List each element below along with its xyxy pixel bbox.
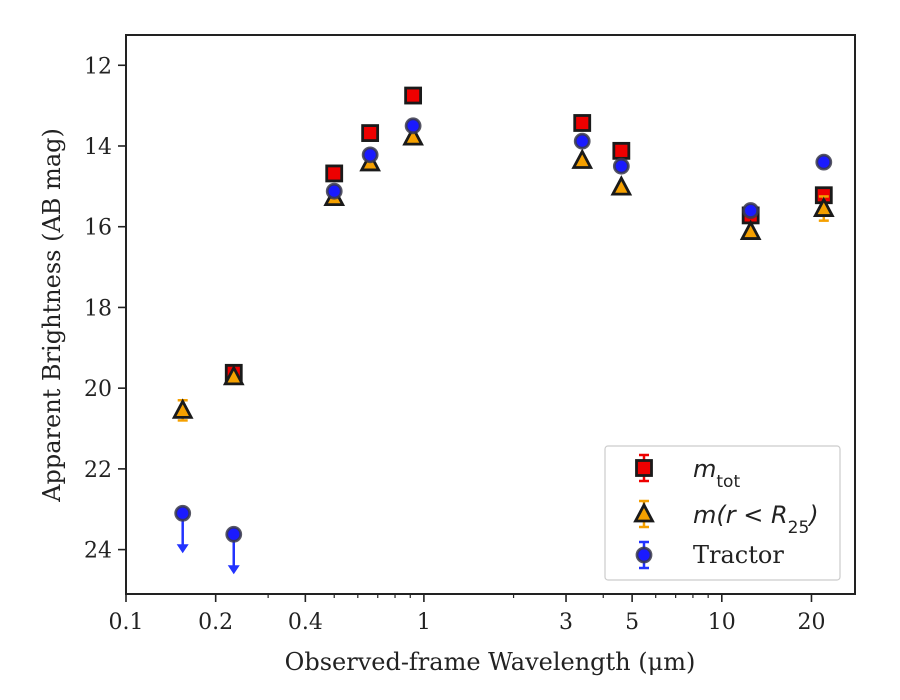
upper-limit-arrow-head	[227, 565, 240, 575]
x-axis-label: Observed-frame Wavelength (μm)	[285, 648, 696, 676]
x-tick-label: 0.4	[288, 610, 323, 635]
triangle-marker	[222, 364, 245, 386]
y-tick-label: 14	[84, 135, 112, 160]
triangle-marker	[739, 219, 762, 240]
data-point	[174, 504, 192, 554]
x-tick-label: 0.2	[198, 610, 233, 635]
legend: mtot m(r < R25) Tractor	[604, 445, 841, 581]
square-marker	[635, 459, 653, 477]
square-marker	[612, 141, 631, 160]
legend-entry: m(r < R25)	[633, 499, 819, 538]
y-tick-label: 16	[84, 216, 112, 241]
x-tick-label: 1	[417, 610, 431, 635]
series-square	[224, 86, 833, 382]
square-marker	[573, 114, 592, 132]
circle-marker	[361, 146, 379, 164]
upper-limit-arrow-head	[176, 544, 189, 554]
data-point	[361, 124, 380, 142]
square-marker	[404, 86, 423, 105]
x-tick-label: 5	[625, 610, 639, 635]
circle-marker	[404, 117, 422, 135]
data-point	[361, 146, 379, 164]
data-point	[325, 164, 344, 183]
data-marks	[171, 86, 835, 575]
legend-entry: mtot	[635, 453, 740, 492]
data-point	[171, 398, 194, 422]
y-tick-label: 20	[84, 377, 112, 402]
y-tick-label: 18	[84, 296, 112, 321]
series-triangle	[171, 125, 835, 422]
legend-label: m(r < R25)	[693, 501, 819, 538]
legend-label: mtot	[693, 455, 740, 492]
y-tick-label: 24	[84, 539, 112, 564]
square-marker	[325, 164, 344, 183]
triangle-marker	[571, 148, 594, 169]
circle-marker	[573, 132, 591, 150]
series-circle	[174, 117, 833, 575]
data-point	[222, 364, 245, 386]
triangle-marker	[171, 398, 194, 419]
triangle-marker	[633, 502, 655, 523]
circle-marker	[635, 546, 653, 564]
data-point	[742, 202, 760, 219]
legend-label: Tractor	[693, 541, 784, 569]
triangle-marker	[812, 196, 835, 217]
x-tick-label: 10	[708, 610, 736, 635]
circle-marker	[742, 202, 760, 219]
circle-marker	[815, 153, 833, 171]
circle-marker	[225, 525, 243, 543]
square-marker	[361, 124, 380, 142]
data-point	[610, 175, 633, 196]
data-point	[573, 114, 592, 132]
y-tick-label: 22	[84, 458, 112, 483]
circle-marker	[174, 504, 192, 522]
data-point	[739, 219, 762, 240]
circle-marker	[325, 182, 343, 200]
circle-marker	[612, 157, 630, 175]
data-point	[815, 153, 833, 171]
data-point	[404, 86, 423, 105]
data-point	[402, 125, 424, 146]
y-axis-ticks: 12 14 16 18 20 22 24	[84, 54, 126, 564]
legend-entry: Tractor	[635, 540, 784, 570]
x-tick-label: 0.1	[109, 610, 144, 635]
data-point	[573, 132, 591, 150]
data-point	[571, 148, 594, 169]
data-point	[612, 141, 631, 160]
data-point	[325, 182, 343, 200]
y-tick-label: 12	[84, 54, 112, 79]
data-point	[225, 525, 243, 575]
x-tick-label: 3	[559, 610, 573, 635]
data-point	[404, 117, 422, 135]
plot-frame	[125, 34, 856, 595]
triangle-marker	[610, 175, 633, 196]
data-point	[612, 157, 630, 175]
data-point	[812, 195, 835, 222]
x-tick-label: 20	[797, 610, 825, 635]
x-axis-ticks: 0.1 0.2 0.4 1 3 5 10 20	[109, 594, 825, 635]
y-axis-label: Apparent Brightness (AB mag)	[38, 128, 66, 503]
triangle-marker	[402, 125, 424, 146]
legend-box	[604, 445, 841, 581]
